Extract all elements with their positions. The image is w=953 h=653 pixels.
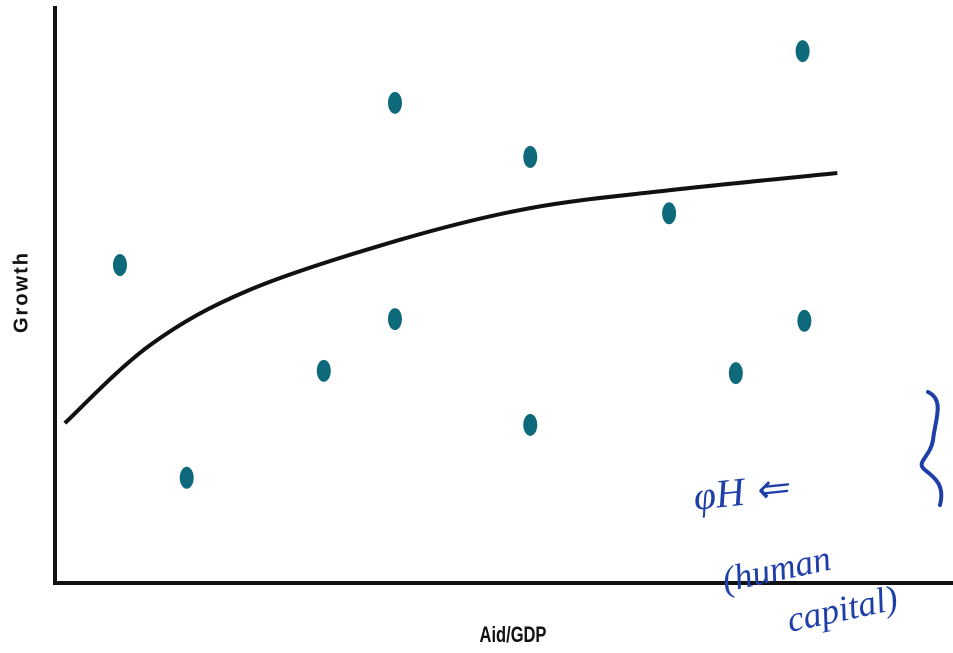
data-point — [523, 145, 538, 168]
fit-curve — [63, 171, 838, 425]
annotation: φH ⇐ (human capital) — [691, 390, 944, 640]
y-axis-label: Growth — [10, 251, 32, 333]
annotation-text: capital) — [783, 577, 901, 639]
data-point — [662, 202, 677, 225]
data-point — [179, 466, 194, 489]
data-point — [316, 359, 331, 382]
data-point — [795, 40, 810, 63]
data-point — [387, 308, 402, 331]
data-point — [728, 362, 743, 385]
data-point — [797, 309, 812, 332]
x-axis-label: Aid/GDP — [480, 623, 547, 648]
data-point — [387, 91, 402, 114]
brace — [919, 390, 944, 507]
data-point — [112, 254, 127, 277]
annotation-text: (human — [718, 538, 834, 600]
annotation-text: φH ⇐ — [691, 464, 792, 519]
data-point — [523, 413, 538, 436]
